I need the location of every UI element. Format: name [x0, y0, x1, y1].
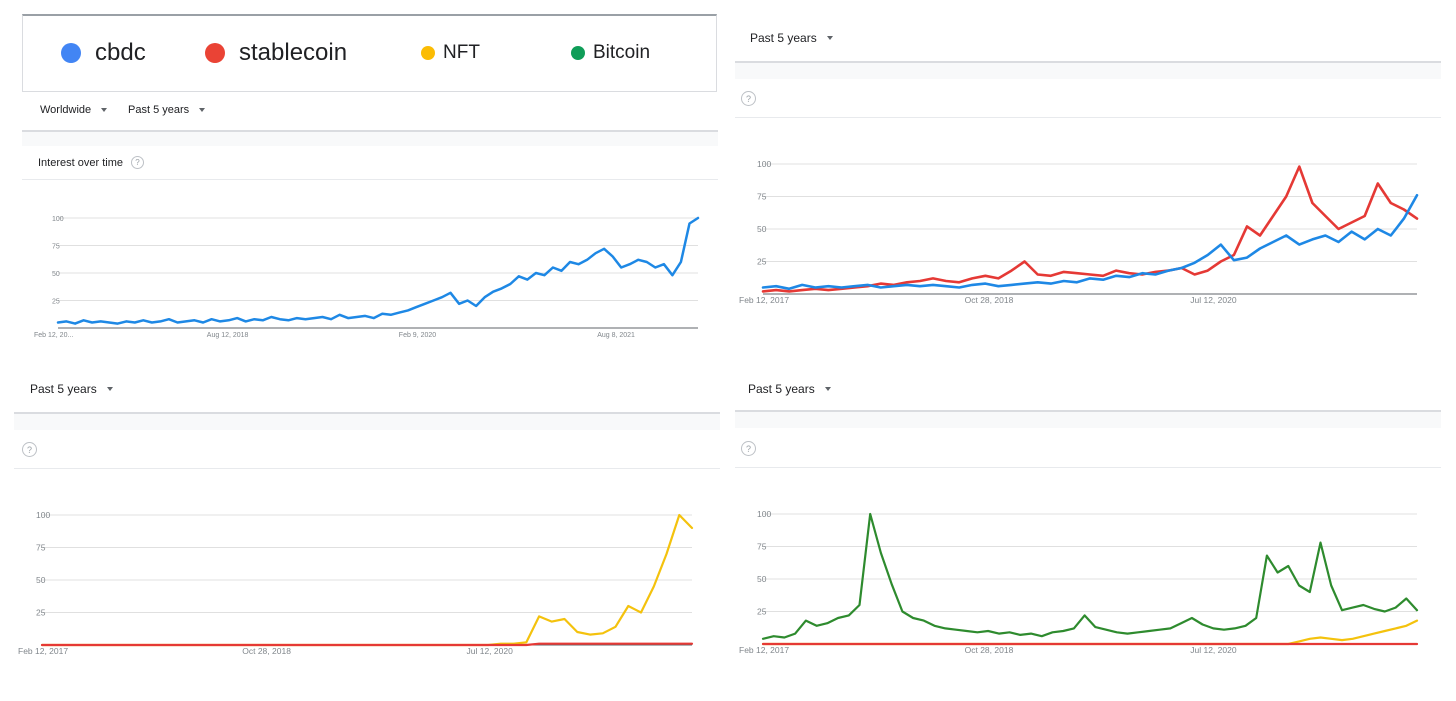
- x-tick-label: Feb 12, 2017: [739, 295, 789, 305]
- x-tick-label: Feb 12, 2017: [18, 646, 68, 656]
- series-line-stablecoin: [40, 642, 694, 647]
- chevron-down-icon: [199, 108, 206, 112]
- legend-item-bitcoin[interactable]: Bitcoin: [571, 16, 650, 90]
- period-dropdown-2[interactable]: Past 5 years: [750, 31, 833, 45]
- period-label: Past 5 years: [30, 382, 97, 396]
- nft-dot-icon: [421, 46, 435, 60]
- legend: cbdc stablecoin NFT Bitcoin: [22, 14, 717, 92]
- y-tick-label: 25: [36, 608, 46, 618]
- panel-header-divider: [22, 179, 718, 180]
- y-tick-label: 100: [36, 510, 50, 520]
- panel-gap: [735, 63, 1441, 79]
- series-line-bitcoin: [761, 512, 1419, 640]
- panel-title: Interest over time: [38, 156, 123, 169]
- help-icon[interactable]: ?: [22, 442, 37, 457]
- chart-bitcoin: 100 75 50 25 Feb 12, 2017 Oct 28, 2018 Jul 12,…: [739, 509, 1419, 655]
- panel-gap: [735, 412, 1441, 428]
- x-tick-label: Aug 12, 2018: [207, 332, 249, 339]
- panel-header-divider: [14, 468, 720, 469]
- panel-header: Interest over time ?: [38, 156, 144, 169]
- y-tick-label: 25: [757, 607, 767, 617]
- x-tick-label: Oct 28, 2018: [242, 646, 291, 656]
- chevron-down-icon: [106, 387, 113, 391]
- region-label: Worldwide: [40, 104, 92, 116]
- help-icon[interactable]: ?: [130, 156, 144, 169]
- legend-item-stablecoin[interactable]: stablecoin: [205, 16, 347, 90]
- x-tick-label: Feb 12, 20...: [34, 332, 73, 339]
- divider: [735, 410, 1441, 412]
- legend-label-bitcoin: Bitcoin: [593, 42, 651, 63]
- x-tick-label: Jul 12, 2020: [1190, 645, 1237, 655]
- legend-item-cbdc[interactable]: cbdc: [61, 16, 146, 90]
- y-tick-label: 75: [757, 192, 767, 202]
- stablecoin-dot-icon: [205, 43, 225, 63]
- panel-gap: [14, 414, 720, 430]
- region-dropdown[interactable]: Worldwide: [40, 104, 108, 116]
- x-tick-label: Feb 12, 2017: [739, 645, 789, 655]
- y-tick-label: 75: [52, 244, 60, 251]
- divider: [735, 61, 1441, 63]
- help-icon[interactable]: ?: [741, 441, 756, 456]
- bitcoin-dot-icon: [571, 46, 585, 60]
- y-tick-label: 100: [52, 216, 64, 223]
- y-tick-label: 100: [757, 159, 771, 169]
- y-tick-label: 75: [36, 543, 46, 553]
- panel-header-divider: [735, 117, 1441, 118]
- help-icon[interactable]: ?: [741, 91, 756, 106]
- x-tick-label: Aug 8, 2021: [597, 332, 635, 339]
- y-tick-label: 50: [52, 271, 60, 278]
- y-tick-label: 50: [757, 224, 767, 234]
- period-dropdown-4[interactable]: Past 5 years: [748, 382, 831, 396]
- period-dropdown-3[interactable]: Past 5 years: [30, 382, 113, 396]
- chevron-down-icon: [826, 36, 833, 40]
- panel-header-divider: [735, 467, 1441, 468]
- y-tick-label: 50: [757, 574, 767, 584]
- period-label: Past 5 years: [748, 382, 815, 396]
- y-tick-label: 50: [36, 575, 46, 585]
- chart-cbdc: 100 75 50 25 Feb 12, 20... Aug 12, 2018 Feb 9,…: [34, 216, 700, 339]
- x-tick-label: Feb 9, 2020: [399, 332, 436, 339]
- x-tick-label: Oct 28, 2018: [965, 295, 1014, 305]
- y-tick-label: 25: [757, 257, 767, 267]
- x-tick-label: Oct 28, 2018: [965, 645, 1014, 655]
- series-line-cbdc: [761, 193, 1419, 291]
- divider: [14, 412, 720, 414]
- period-label: Past 5 years: [750, 31, 817, 45]
- divider: [22, 130, 718, 132]
- period-dropdown-1[interactable]: Past 5 years: [128, 104, 206, 116]
- chevron-down-icon: [824, 387, 831, 391]
- chevron-down-icon: [101, 108, 108, 112]
- panel-gap: [22, 132, 718, 146]
- legend-label-stablecoin: stablecoin: [239, 39, 348, 66]
- legend-label-cbdc: cbdc: [95, 39, 146, 66]
- chart-cbdc-stablecoin: 100 75 50 25 Feb 12, 2017 Oct 28, 2018 Jul 12,…: [739, 159, 1419, 305]
- y-tick-label: 75: [757, 542, 767, 552]
- x-tick-label: Jul 12, 2020: [1190, 295, 1237, 305]
- x-tick-label: Jul 12, 2020: [467, 646, 514, 656]
- series-line-cbdc: [56, 216, 700, 325]
- cbdc-dot-icon: [61, 43, 81, 63]
- y-tick-label: 100: [757, 509, 771, 519]
- y-tick-label: 25: [52, 299, 60, 306]
- period-label: Past 5 years: [128, 104, 190, 116]
- legend-item-nft[interactable]: NFT: [421, 16, 480, 90]
- chart-nft: 100 75 50 25 Feb 12, 2017 Oct 28, 2018 Jul 12,…: [18, 510, 694, 656]
- series-line-nft: [761, 619, 1419, 646]
- legend-label-nft: NFT: [443, 42, 480, 63]
